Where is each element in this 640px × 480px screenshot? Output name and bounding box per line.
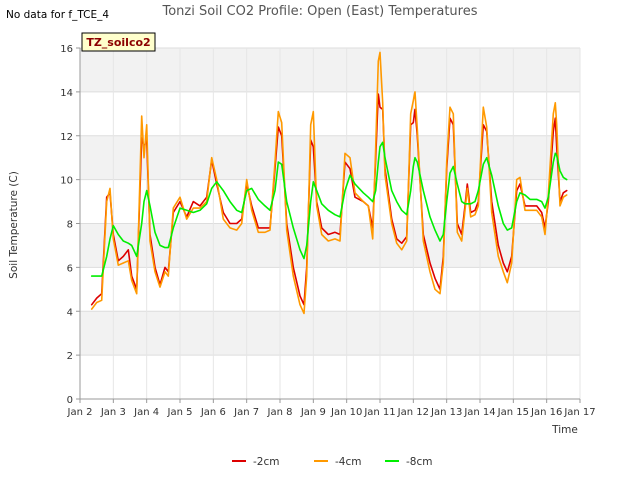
legend-label: -8cm <box>406 456 432 468</box>
x-tick-label: Jan 8 <box>267 407 293 418</box>
plot-band <box>80 135 580 180</box>
x-tick-label: Jan 12 <box>397 407 429 418</box>
x-tick-label: Jan 10 <box>330 407 362 418</box>
series-line-2cmcm <box>90 93 568 306</box>
chart-title: Tonzi Soil CO2 Profile: Open (East) Temp… <box>161 4 477 19</box>
plot-band <box>80 311 580 356</box>
legend: -2cm -4cm -8cm <box>232 456 432 468</box>
x-tick-label: Jan 7 <box>233 407 259 418</box>
y-tick-label: 0 <box>67 395 73 406</box>
x-tick-label: Jan 4 <box>133 407 159 418</box>
y-tick-label: 6 <box>67 263 73 274</box>
series-line-4cmcm <box>90 51 568 315</box>
x-tick-label: Jan 13 <box>430 407 462 418</box>
x-tick-label: Jan 5 <box>167 407 193 418</box>
y-tick-label: 2 <box>67 351 73 362</box>
legend-label: -2cm <box>253 456 279 468</box>
series-line-8cmcm <box>90 141 568 277</box>
x-tick-label: Jan 17 <box>563 407 595 418</box>
y-tick-label: 4 <box>67 307 73 318</box>
y-tick-label: 14 <box>60 88 73 99</box>
x-tick-label: Jan 11 <box>363 407 395 418</box>
site-badge-box <box>81 32 156 52</box>
axes: 0 2 4 6 8 10 12 14 16 Jan 2 Jan 3 Jan 4 Jan 5 Jan 6 Ja… <box>60 44 595 418</box>
series-layer <box>90 51 568 315</box>
x-axis-label: Time <box>551 424 578 436</box>
legend-label: -4cm <box>335 456 361 468</box>
x-tick-label: Jan 16 <box>530 407 562 418</box>
x-tick-label: Jan 2 <box>67 407 93 418</box>
x-tick-label: Jan 3 <box>100 407 126 418</box>
plot-band <box>80 48 580 92</box>
y-tick-label: 8 <box>67 220 73 231</box>
y-tick-label: 12 <box>60 132 73 143</box>
site-badge-label: TZ_soilco2 <box>86 36 150 49</box>
y-axis-label: Soil Temperature (C) <box>8 171 20 279</box>
x-tick-label: Jan 6 <box>200 407 226 418</box>
x-tick-label: Jan 9 <box>300 407 326 418</box>
x-tick-label: Jan 15 <box>497 407 529 418</box>
x-tick-label: Jan 14 <box>463 407 495 418</box>
y-tick-label: 10 <box>60 176 73 187</box>
site-badge: TZ_soilco2 <box>81 32 156 52</box>
no-data-note: No data for f_TCE_4 <box>6 9 109 21</box>
y-tick-label: 16 <box>60 44 73 55</box>
